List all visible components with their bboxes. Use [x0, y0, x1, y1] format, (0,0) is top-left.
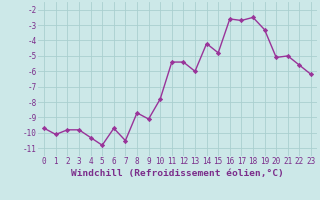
X-axis label: Windchill (Refroidissement éolien,°C): Windchill (Refroidissement éolien,°C)	[71, 169, 284, 178]
